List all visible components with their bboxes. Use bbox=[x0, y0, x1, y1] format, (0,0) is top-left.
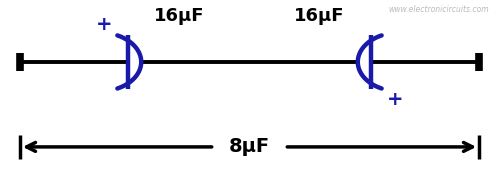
Text: 16μF: 16μF bbox=[154, 7, 205, 25]
Text: www.electronicircuits.com: www.electronicircuits.com bbox=[388, 5, 489, 14]
Text: 16μF: 16μF bbox=[294, 7, 345, 25]
Text: 8μF: 8μF bbox=[229, 137, 270, 156]
Text: +: + bbox=[96, 15, 113, 34]
Text: +: + bbox=[386, 90, 403, 109]
